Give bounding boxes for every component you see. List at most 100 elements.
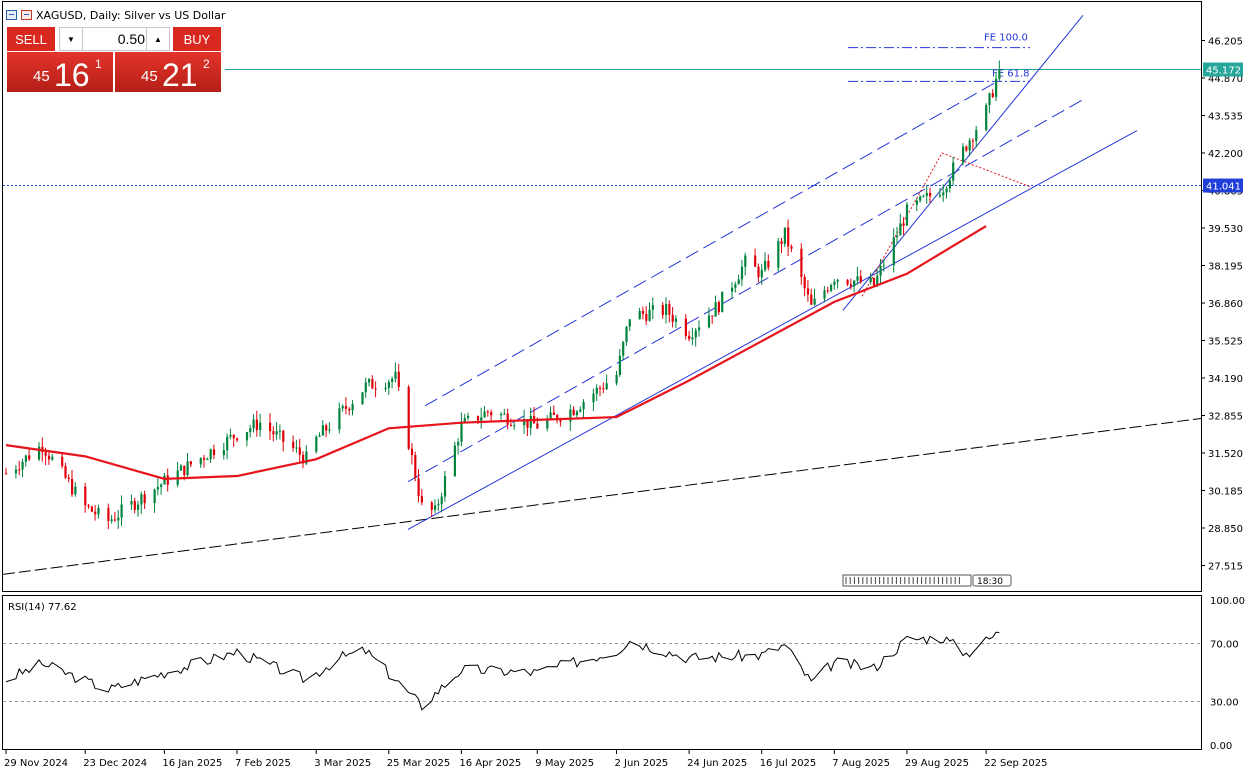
- candle[interactable]: [407, 384, 410, 451]
- candle[interactable]: [236, 437, 239, 443]
- candle[interactable]: [315, 435, 318, 454]
- candle[interactable]: [500, 411, 503, 422]
- lot-size-input[interactable]: ▼ 0.50 ▲: [59, 27, 170, 51]
- candle[interactable]: [754, 248, 757, 267]
- candle[interactable]: [826, 286, 829, 294]
- candle[interactable]: [143, 490, 146, 509]
- candle[interactable]: [582, 399, 585, 418]
- moving-average-line[interactable]: [5, 225, 987, 480]
- candle[interactable]: [166, 468, 169, 492]
- candle[interactable]: [344, 397, 348, 415]
- candle[interactable]: [853, 279, 856, 293]
- candle[interactable]: [622, 340, 625, 361]
- candle[interactable]: [28, 448, 31, 461]
- candle[interactable]: [137, 500, 140, 517]
- candle[interactable]: [110, 515, 113, 524]
- candle[interactable]: [51, 453, 54, 462]
- candle[interactable]: [711, 315, 714, 324]
- candle[interactable]: [648, 302, 651, 322]
- candle[interactable]: [486, 409, 489, 417]
- candle[interactable]: [952, 157, 955, 186]
- lot-decrease-icon[interactable]: ▼: [60, 28, 83, 50]
- candle[interactable]: [153, 488, 156, 513]
- candle[interactable]: [14, 465, 18, 479]
- candle[interactable]: [212, 444, 216, 460]
- candle[interactable]: [420, 489, 423, 506]
- candle[interactable]: [671, 307, 674, 328]
- candle[interactable]: [374, 381, 377, 398]
- candle[interactable]: [579, 406, 582, 413]
- candle[interactable]: [549, 406, 552, 421]
- candle[interactable]: [434, 499, 437, 514]
- candle[interactable]: [87, 504, 90, 509]
- candle[interactable]: [744, 252, 747, 276]
- candle[interactable]: [90, 505, 93, 513]
- candle[interactable]: [480, 407, 483, 429]
- candle[interactable]: [905, 201, 909, 227]
- candle[interactable]: [368, 377, 371, 387]
- candle[interactable]: [463, 413, 466, 423]
- candle[interactable]: [846, 279, 849, 286]
- candle[interactable]: [348, 407, 351, 416]
- candle[interactable]: [575, 410, 579, 419]
- candle[interactable]: [922, 194, 925, 198]
- candle[interactable]: [698, 320, 701, 337]
- candle[interactable]: [833, 279, 836, 290]
- candle[interactable]: [783, 227, 786, 248]
- candle[interactable]: [872, 277, 876, 287]
- candle[interactable]: [572, 406, 575, 416]
- candle[interactable]: [717, 300, 720, 316]
- candle[interactable]: [694, 328, 697, 347]
- candle[interactable]: [209, 448, 212, 464]
- symbol-flag-icon[interactable]: [21, 10, 32, 20]
- candle[interactable]: [803, 274, 806, 297]
- fibo-expansion-path[interactable]: [861, 152, 1031, 297]
- buy-price-box[interactable]: 45 21 2: [115, 52, 221, 92]
- candle[interactable]: [806, 280, 810, 302]
- candle[interactable]: [440, 492, 443, 513]
- candle[interactable]: [269, 413, 272, 440]
- lot-size-value[interactable]: 0.50: [117, 31, 145, 47]
- candle[interactable]: [628, 319, 631, 332]
- candle[interactable]: [5, 467, 8, 475]
- candle[interactable]: [394, 362, 397, 383]
- candle[interactable]: [615, 370, 618, 386]
- channel-lower-line[interactable]: [407, 130, 1138, 530]
- candle[interactable]: [823, 285, 826, 303]
- candle[interactable]: [737, 274, 740, 285]
- candle[interactable]: [965, 145, 968, 153]
- candle[interactable]: [67, 474, 70, 483]
- candle[interactable]: [443, 470, 447, 502]
- candle[interactable]: [707, 307, 711, 329]
- candle[interactable]: [859, 270, 862, 284]
- candle[interactable]: [179, 464, 183, 471]
- candle[interactable]: [714, 295, 717, 317]
- candle[interactable]: [97, 504, 100, 519]
- candle[interactable]: [813, 288, 816, 306]
- candle[interactable]: [734, 281, 737, 293]
- candle[interactable]: [71, 469, 74, 497]
- candle[interactable]: [414, 451, 417, 482]
- candle[interactable]: [892, 228, 895, 273]
- candle[interactable]: [757, 263, 760, 283]
- sell-button[interactable]: SELL: [7, 27, 55, 51]
- candle[interactable]: [506, 408, 509, 430]
- candle[interactable]: [856, 266, 859, 285]
- candle[interactable]: [351, 400, 354, 416]
- candle[interactable]: [189, 460, 192, 468]
- candle[interactable]: [282, 430, 285, 452]
- candle[interactable]: [460, 412, 463, 447]
- candle[interactable]: [731, 282, 734, 298]
- candle[interactable]: [780, 238, 783, 254]
- candle[interactable]: [384, 382, 387, 392]
- candle[interactable]: [364, 377, 367, 398]
- candle[interactable]: [203, 455, 206, 468]
- candle[interactable]: [691, 327, 694, 346]
- candle[interactable]: [361, 392, 364, 405]
- candle[interactable]: [61, 452, 64, 469]
- candle[interactable]: [232, 434, 235, 447]
- candle[interactable]: [869, 272, 872, 285]
- sell-price-box[interactable]: 45 16 1: [7, 52, 113, 92]
- candle[interactable]: [278, 424, 282, 440]
